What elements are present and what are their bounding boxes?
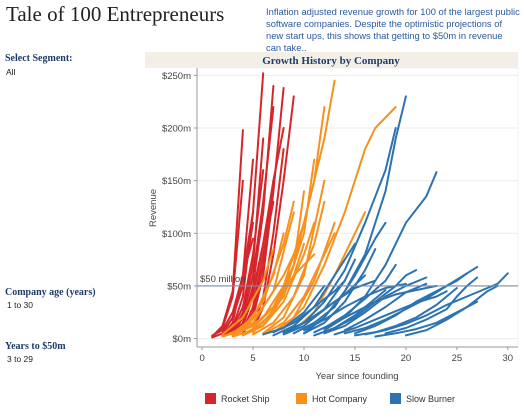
series-line-slow-41[interactable]: [303, 248, 377, 335]
legend-label-slow[interactable]: Slow Burner: [406, 394, 455, 404]
series-line-slow-60[interactable]: [313, 289, 387, 337]
y-tick-label: $250m: [162, 71, 191, 82]
legend-label-hot[interactable]: Hot Company: [312, 394, 368, 404]
page-subtitle: Inflation adjusted revenue growth for 10…: [266, 6, 520, 53]
series-line-hot-33[interactable]: [282, 106, 397, 329]
series-line-hot-28[interactable]: [252, 200, 326, 336]
x-axis-title: Year since founding: [315, 371, 398, 382]
x-tick-label: 0: [199, 353, 204, 364]
legend-swatch-slow[interactable]: [390, 393, 401, 404]
chart-title: Growth History by Company: [262, 55, 400, 67]
series-line-slow-57[interactable]: [333, 290, 448, 336]
series-line-hot-26[interactable]: [241, 221, 316, 337]
segment-filter-label: Select Segment:: [5, 53, 73, 64]
segment-filter-value[interactable]: All: [6, 67, 16, 77]
series-line-rocket-16[interactable]: [211, 237, 254, 337]
y-tick-label: $150m: [162, 176, 191, 187]
x-tick-label: 20: [401, 353, 412, 364]
series-line-slow-45[interactable]: [323, 276, 428, 335]
x-tick-label: 15: [350, 353, 361, 364]
series-line-rocket-6[interactable]: [252, 95, 295, 332]
series-line-slow-62[interactable]: [343, 282, 428, 332]
company-age-filter-value[interactable]: 1 to 30: [7, 300, 33, 310]
years-to-50m-filter-label: Years to $50m: [5, 341, 66, 352]
x-tick-label: 25: [452, 353, 463, 364]
series-line-slow-56[interactable]: [262, 284, 326, 336]
legend-swatch-rocket[interactable]: [205, 393, 216, 404]
series-line-rocket-18[interactable]: [221, 190, 275, 338]
reference-line-layer: $50 million: [197, 274, 518, 287]
y-tick-label: $0m: [173, 334, 192, 345]
y-tick-label: $200m: [162, 124, 191, 135]
y-tick-label: $100m: [162, 229, 191, 240]
series-line-slow-58[interactable]: [282, 274, 367, 334]
series-line-slow-53[interactable]: [303, 282, 407, 332]
series-line-hot-32[interactable]: [231, 242, 305, 338]
series-line-hot-29[interactable]: [221, 248, 275, 336]
legend: Rocket Ship Hot Company Slow Burner: [205, 393, 455, 404]
series-line-slow-55[interactable]: [323, 263, 397, 329]
y-axis-title: Revenue: [148, 189, 159, 227]
legend-swatch-hot[interactable]: [296, 393, 307, 404]
series-line-slow-59[interactable]: [354, 287, 458, 337]
x-tick-label: 5: [250, 353, 255, 364]
series-line-hot-31[interactable]: [241, 253, 295, 332]
axis-layer: $0m $50m $100m $150m $200m $250m 0 5 10 15 20 25 30: [162, 68, 518, 364]
y-tick-label: $50m: [167, 281, 191, 292]
years-to-50m-filter-value[interactable]: 3 to 29: [7, 354, 33, 364]
series-line-hot-36[interactable]: [252, 253, 316, 329]
series-line-hot-27[interactable]: [231, 232, 285, 335]
chart-header-band: [145, 52, 518, 68]
series-line-slow-61[interactable]: [374, 300, 479, 338]
series-line-slow-48[interactable]: [364, 272, 509, 336]
reference-line-label: $50 million: [200, 274, 245, 285]
series-line-slow-40[interactable]: [292, 221, 387, 335]
legend-label-rocket[interactable]: Rocket Ship: [221, 394, 270, 404]
series-line-rocket-17[interactable]: [241, 200, 275, 332]
page-title: Tale of 100 Entrepreneurs: [6, 2, 225, 26]
company-age-filter-label: Company age (years): [5, 287, 96, 298]
series-line-slow-43[interactable]: [333, 269, 418, 329]
x-tick-label: 30: [503, 353, 514, 364]
series-line-slow-37[interactable]: [303, 95, 407, 335]
x-tick-label: 10: [299, 353, 310, 364]
series-line-hot-30[interactable]: [272, 221, 336, 334]
series-line-hot-34[interactable]: [262, 232, 336, 336]
